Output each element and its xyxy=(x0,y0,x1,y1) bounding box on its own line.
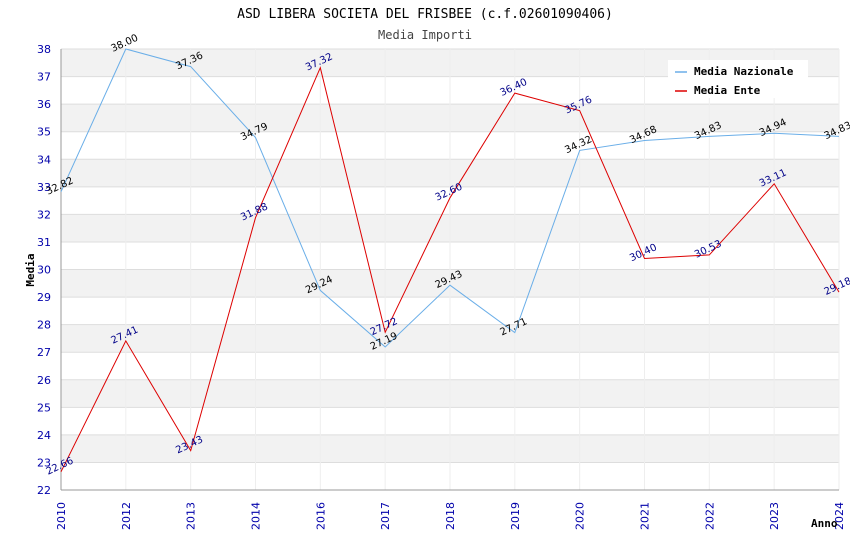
x-tick-label: 2012 xyxy=(120,502,133,530)
y-tick-label: 29 xyxy=(37,291,51,304)
y-tick-label: 34 xyxy=(37,153,51,166)
y-tick-label: 38 xyxy=(37,43,51,56)
x-tick-label: 2010 xyxy=(55,502,68,530)
legend-label-media-ente: Media Ente xyxy=(694,84,761,97)
y-tick-label: 33 xyxy=(37,181,51,194)
legend: Media Nazionale Media Ente xyxy=(668,60,808,98)
y-tick-label: 31 xyxy=(37,236,51,249)
y-axis-ticks: 22 23 24 25 26 27 28 29 30 31 32 33 34 35 36 37 38 xyxy=(37,43,51,497)
data-label: 30.40 xyxy=(628,242,659,264)
x-tick-label: 2020 xyxy=(574,502,587,530)
x-axis-ticks: 2010 2012 2013 2014 2016 2017 2018 2019 2020 2021… xyxy=(55,502,846,530)
series-lines xyxy=(60,48,840,473)
y-tick-label: 32 xyxy=(37,208,51,221)
x-tick-label: 2019 xyxy=(509,502,522,530)
data-label: 32.82 xyxy=(45,175,76,197)
x-tick-label: 2016 xyxy=(314,502,327,530)
x-tick-label: 2021 xyxy=(639,502,652,530)
legend-label-media-nazionale: Media Nazionale xyxy=(694,65,794,78)
x-tick-label: 2013 xyxy=(185,502,198,530)
y-tick-label: 35 xyxy=(37,126,51,139)
y-tick-label: 30 xyxy=(37,264,51,277)
chart-subtitle: Media Importi xyxy=(378,28,472,42)
axes xyxy=(60,49,839,491)
x-axis-title: Anno xyxy=(811,517,838,530)
y-axis-title: Media xyxy=(24,253,37,286)
y-tick-label: 28 xyxy=(37,319,51,332)
legend-box xyxy=(668,60,808,98)
y-tick-label: 25 xyxy=(37,401,51,414)
x-tick-label: 2023 xyxy=(768,502,781,530)
series-line-media-nazionale xyxy=(60,48,840,348)
y-tick-label: 36 xyxy=(37,98,51,111)
y-tick-label: 37 xyxy=(37,71,51,84)
data-labels: 32.8238.0037.3634.7929.2427.1929.4327.71… xyxy=(45,33,850,478)
y-tick-label: 27 xyxy=(37,346,51,359)
y-tick-label: 22 xyxy=(37,484,51,497)
x-tick-label: 2018 xyxy=(444,502,457,530)
y-tick-label: 23 xyxy=(37,456,51,469)
y-tick-label: 26 xyxy=(37,374,51,387)
x-tick-label: 2014 xyxy=(250,502,263,530)
y-tick-label: 24 xyxy=(37,429,51,442)
x-tick-label: 2022 xyxy=(703,502,716,530)
series-line-media-ente xyxy=(60,66,840,473)
chart-title: ASD LIBERA SOCIETA DEL FRISBEE (c.f.0260… xyxy=(237,7,613,22)
x-tick-label: 2024 xyxy=(833,502,846,530)
x-tick-label: 2017 xyxy=(379,502,392,530)
